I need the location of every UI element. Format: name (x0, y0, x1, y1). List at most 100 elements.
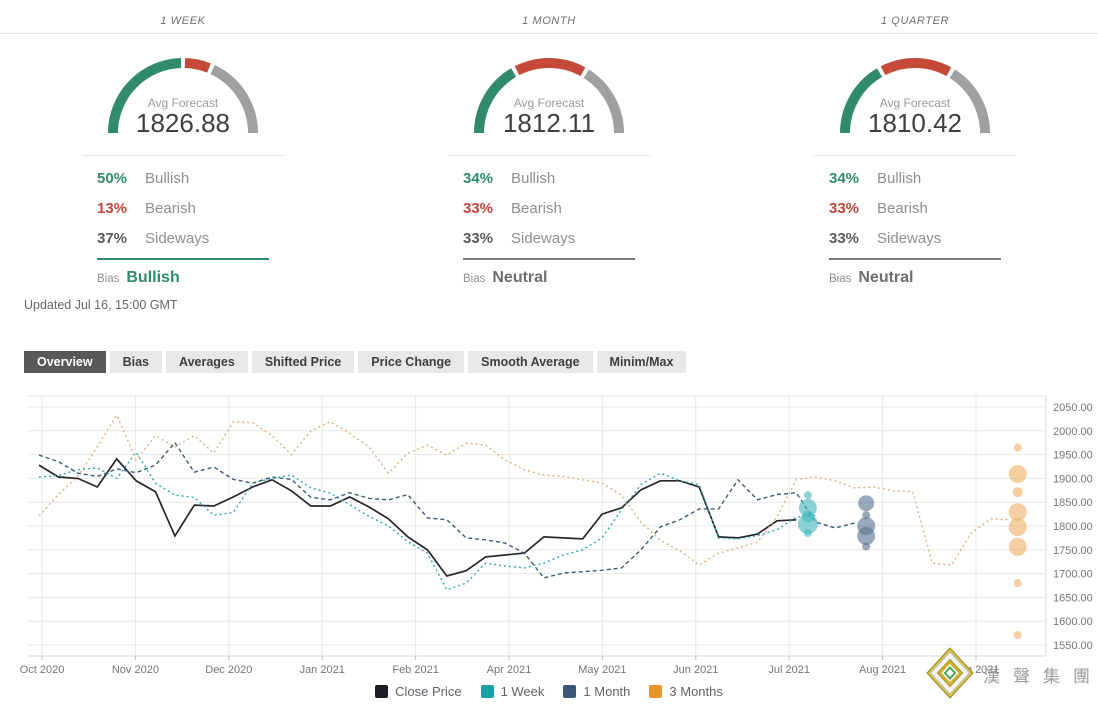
tab-shifted-price[interactable]: Shifted Price (251, 351, 355, 373)
forecast-panel-1-week: 1 WEEK Avg Forecast 1826.88 50% Bullish 13% Be… (0, 8, 366, 287)
sentiment-label: Sideways (877, 229, 942, 247)
legend-item-1-week[interactable]: 1 Week (480, 684, 545, 699)
legend-label: 1 Week (500, 684, 545, 699)
bias-row: Bias Bullish (97, 269, 269, 287)
panel-period-label: 1 WEEK (160, 14, 206, 27)
series-1-month (38, 441, 855, 579)
legend-label: Close Price (395, 684, 462, 699)
sentiment-percent: 34% (463, 169, 494, 187)
bias-underline (829, 258, 1001, 260)
forecast-panel-1-quarter: 1 QUARTER Avg Forecast 1810.42 34% Bullish 33… (732, 8, 1098, 287)
avg-forecast-value: 1810.42 (868, 108, 962, 138)
svg-text:Oct 2020: Oct 2020 (20, 664, 65, 676)
avg-forecast-value: 1826.88 (136, 108, 230, 138)
forecast-gauge: Avg Forecast 1826.88 (83, 33, 283, 139)
chart-tabs: Overview Bias Averages Shifted Price Price C… (24, 351, 687, 373)
y-axis-labels: 2050.00 2000.00 1950.00 1900.00 1850.00 1800.… (1053, 402, 1093, 652)
sentiment-row-bullish: 34% Bullish (463, 163, 635, 193)
svg-text:1550.00: 1550.00 (1053, 640, 1093, 652)
updated-timestamp: Updated Jul 16, 15:00 GMT (24, 298, 178, 312)
svg-text:Jun 2021: Jun 2021 (673, 664, 718, 676)
avg-forecast-label: Avg Forecast (148, 96, 219, 110)
legend-label: 3 Months (669, 684, 723, 699)
bias-underline (463, 258, 635, 260)
forecast-chart[interactable]: 2050.00 2000.00 1950.00 1900.00 1850.00 1800.… (0, 385, 1098, 685)
tab-smooth-average[interactable]: Smooth Average (468, 351, 593, 373)
forecast-gauge: Avg Forecast 1810.42 (815, 33, 1015, 139)
svg-text:Aug 2021: Aug 2021 (859, 664, 906, 676)
legend-item-3-months[interactable]: 3 Months (649, 684, 723, 699)
sentiment-percent: 37% (97, 229, 128, 247)
sentiment-rows: 34% Bullish 33% Bearish 33% Sideways (463, 163, 635, 253)
avg-forecast-label: Avg Forecast (514, 96, 585, 110)
x-axis-labels: Oct 2020 Nov 2020 Dec 2020 Jan 2021 Feb 2021… (20, 656, 1000, 676)
svg-text:1950.00: 1950.00 (1053, 450, 1093, 462)
svg-text:2050.00: 2050.00 (1053, 402, 1093, 414)
tab-overview[interactable]: Overview (24, 351, 106, 373)
legend-item-1-month[interactable]: 1 Month (563, 684, 630, 699)
sentiment-label: Sideways (145, 229, 210, 247)
chart-legend: Close Price 1 Week 1 Month 3 Months (0, 684, 1098, 699)
svg-text:Feb 2021: Feb 2021 (392, 664, 438, 676)
brand-logo: 漢聲集團 (925, 646, 1098, 702)
sentiment-percent: 33% (463, 229, 494, 247)
bias-value: Neutral (492, 269, 548, 286)
svg-text:Nov 2020: Nov 2020 (112, 664, 159, 676)
svg-text:1750.00: 1750.00 (1053, 545, 1093, 557)
svg-text:1850.00: 1850.00 (1053, 497, 1093, 509)
legend-item-close-price[interactable]: Close Price (375, 684, 462, 699)
avg-forecast-value: 1812.11 (503, 108, 595, 138)
gauge-divider (82, 155, 284, 156)
bias-label: Bias (463, 273, 486, 285)
avg-forecast-label: Avg Forecast (880, 96, 951, 110)
sentiment-percent: 34% (829, 169, 860, 187)
sentiment-row-bullish: 50% Bullish (97, 163, 269, 193)
sentiment-label: Bullish (145, 169, 190, 187)
forecast-panels-row: 1 WEEK Avg Forecast 1826.88 50% Bullish 13% Be… (0, 8, 1098, 287)
sentiment-label: Bullish (511, 169, 556, 187)
svg-text:1600.00: 1600.00 (1053, 616, 1093, 628)
series-3-months (38, 413, 1010, 566)
tab-averages[interactable]: Averages (166, 351, 248, 373)
bias-row: Bias Neutral (463, 269, 635, 287)
svg-text:1700.00: 1700.00 (1053, 569, 1093, 581)
forecast-panel-1-month: 1 MONTH Avg Forecast 1812.11 34% Bullish 33% B… (366, 8, 732, 287)
legend-label: 1 Month (583, 684, 631, 699)
legend-swatch (375, 685, 389, 698)
tab-minim-max[interactable]: Minim/Max (596, 351, 687, 373)
forecast-dots-3-months (1008, 443, 1027, 639)
svg-text:Apr 2021: Apr 2021 (487, 664, 532, 676)
sentiment-row-bullish: 34% Bullish (829, 163, 1001, 193)
svg-text:Jul 2021: Jul 2021 (768, 664, 810, 676)
top-divider (0, 33, 1098, 34)
forecast-dots-1-week (797, 491, 818, 538)
series-1-week (38, 450, 816, 591)
legend-swatch (563, 685, 577, 698)
bias-row: Bias Neutral (829, 269, 1001, 287)
legend-swatch (480, 685, 494, 698)
sentiment-row-sideways: 33% Sideways (463, 223, 635, 253)
svg-text:Dec 2020: Dec 2020 (205, 664, 252, 676)
tab-price-change[interactable]: Price Change (358, 351, 465, 373)
sentiment-label: Bearish (877, 199, 928, 217)
legend-swatch (649, 685, 663, 698)
tab-bias[interactable]: Bias (109, 351, 162, 373)
svg-text:May 2021: May 2021 (578, 664, 626, 676)
bias-label: Bias (97, 273, 120, 285)
forecast-gauge: Avg Forecast 1812.11 (449, 33, 649, 139)
sentiment-percent: 33% (829, 229, 860, 247)
series-close-price (38, 457, 797, 577)
sentiment-row-bearish: 33% Bearish (829, 193, 1001, 223)
diamond-logo-icon (926, 647, 974, 699)
sentiment-row-bearish: 13% Bearish (97, 193, 269, 223)
svg-text:1900.00: 1900.00 (1053, 473, 1093, 485)
svg-text:1800.00: 1800.00 (1053, 521, 1093, 533)
sentiment-percent: 13% (97, 199, 128, 217)
sentiment-percent: 33% (463, 199, 494, 217)
panel-period-label: 1 QUARTER (880, 14, 950, 27)
sentiment-label: Bearish (145, 199, 196, 217)
sentiment-row-sideways: 33% Sideways (829, 223, 1001, 253)
